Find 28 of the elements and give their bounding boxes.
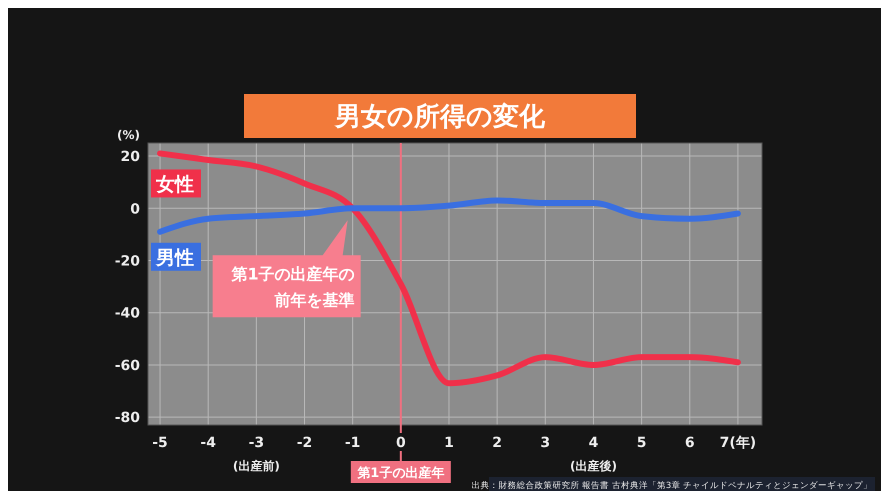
source-note: 出典：財務総合政策研究所 報告書 古村典洋「第3章 チャイルドペナルティとジェンダーギャップ」 <box>471 480 872 491</box>
x-tick-label: -5 <box>152 435 168 451</box>
text: (出産前) <box>232 459 280 473</box>
x-tick-label: 4 <box>588 435 599 451</box>
text: (出産後) <box>570 459 617 473</box>
x-tick-label: 0 <box>396 435 406 451</box>
y-tick-label: 20 <box>120 149 140 166</box>
annotation: 第1子の出産年の前年を基準 <box>230 264 355 310</box>
y-tick-label: -20 <box>114 254 140 270</box>
x-tick-label: 6 <box>684 435 695 451</box>
y-tick-label: -80 <box>114 410 140 426</box>
series-label: 男性 <box>155 246 194 269</box>
x-tick-label: -1 <box>344 435 360 451</box>
ref-line-label: 第1子の出産年 <box>356 465 444 481</box>
x-tick-label: -4 <box>200 435 216 451</box>
y-axis-title: (%) <box>117 128 140 142</box>
series-label: 女性 <box>155 173 194 196</box>
x-tick-label: 3 <box>540 435 550 451</box>
y-tick-label: -60 <box>114 358 140 374</box>
x-tick-label: -3 <box>248 435 264 451</box>
y-tick-label: -40 <box>114 306 140 322</box>
x-tick-label: -2 <box>296 435 312 451</box>
x-tick-label: 2 <box>492 435 502 451</box>
x-tick-label: 1 <box>444 435 454 451</box>
chart-title: 男女の所得の変化 <box>334 102 546 132</box>
y-tick-label: 0 <box>130 201 140 218</box>
x-tick-label: 5 <box>636 435 646 451</box>
x-tick-label: 7(年) <box>720 435 756 451</box>
